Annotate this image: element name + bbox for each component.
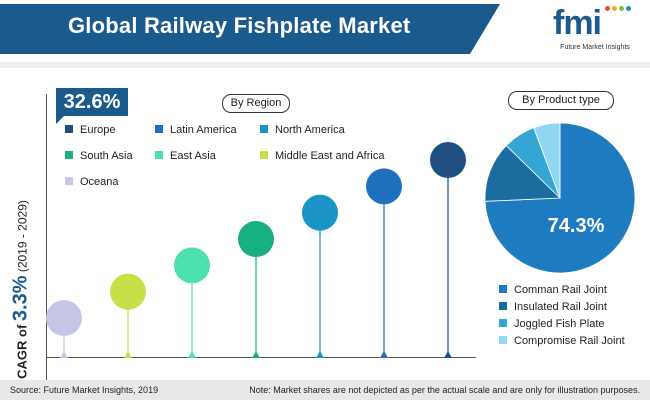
legend-item: East Asia xyxy=(155,150,216,162)
callout-pointer xyxy=(56,116,64,124)
legend-item: South Asia xyxy=(65,150,133,162)
region-bubble-europe xyxy=(430,142,466,178)
pie-legend-label: Compromise Rail Joint xyxy=(514,335,625,347)
region-panel: CAGR of 3.3% (2019 - 2029) 32.6% By Regi… xyxy=(0,68,480,380)
x-axis-line xyxy=(46,357,476,358)
legend-swatch xyxy=(65,125,73,133)
header: Global Railway Fishplate Market fmi Futu… xyxy=(0,0,650,62)
legend-swatch xyxy=(155,125,163,133)
bubble-base-marker xyxy=(124,351,132,358)
pie-legend-label: Comman Rail Joint xyxy=(514,284,607,296)
page-title: Global Railway Fishplate Market xyxy=(68,13,411,38)
pie-legend-item: Compromise Rail Joint xyxy=(499,335,625,347)
pie-legend-swatch xyxy=(499,319,507,327)
legend-swatch xyxy=(260,151,268,159)
legend-item: Oceana xyxy=(65,176,119,188)
region-bubble-south-asia xyxy=(238,221,274,257)
pie-legend-label: Joggled Fish Plate xyxy=(514,318,605,330)
pie-data-label: 74.3% xyxy=(548,215,605,237)
region-label: By Region xyxy=(222,94,290,113)
pie-legend-item: Insulated Rail Joint xyxy=(499,301,607,313)
legend-swatch xyxy=(260,125,268,133)
pie-legend-item: Joggled Fish Plate xyxy=(499,318,605,330)
pie-legend-swatch xyxy=(499,302,507,310)
bubble-base-marker xyxy=(60,351,68,358)
legend-item: Latin America xyxy=(155,124,237,136)
bubble-base-marker xyxy=(252,351,260,358)
legend-swatch xyxy=(65,177,73,185)
title-bar xyxy=(0,4,500,54)
pie-legend-swatch xyxy=(499,285,507,293)
legend-swatch xyxy=(65,151,73,159)
region-bubble-middle-east-and-africa xyxy=(110,273,146,310)
note-text: Note: Market shares are not depicted as … xyxy=(249,385,640,395)
y-axis-line xyxy=(46,94,47,380)
product-pie-chart: 74.3% xyxy=(484,122,636,274)
legend-label: Latin America xyxy=(170,124,237,136)
region-bubble-latin-america xyxy=(366,168,402,205)
pie-legend-item: Comman Rail Joint xyxy=(499,284,607,296)
bubble-base-marker xyxy=(380,351,388,358)
footer: Source: Future Market Insights, 2019 Not… xyxy=(0,380,650,400)
legend-label: Middle East and Africa xyxy=(275,150,385,162)
logo-text: fmi xyxy=(553,4,602,42)
legend-label: Europe xyxy=(80,124,116,136)
region-bubble-chart xyxy=(46,142,466,358)
legend-label: East Asia xyxy=(170,150,216,162)
pie-slice-comman-rail-joint xyxy=(484,122,636,274)
legend-label: Oceana xyxy=(80,176,119,188)
legend-item: North America xyxy=(260,124,345,136)
legend-label: South Asia xyxy=(80,150,133,162)
product-type-label: By Product type xyxy=(508,91,614,110)
highlight-callout: 32.6% xyxy=(56,88,128,116)
bubble-base-marker xyxy=(444,351,452,358)
source-text: Source: Future Market Insights, 2019 xyxy=(10,385,159,395)
logo-subtitle: Future Market Insights xyxy=(560,44,630,51)
pie-slice-insulated-rail-joint xyxy=(484,145,561,202)
pie-slice-compromise-rail-joint xyxy=(533,122,561,199)
region-bubble-north-america xyxy=(302,194,338,231)
legend-swatch xyxy=(155,151,163,159)
region-bubble-east-asia xyxy=(174,247,210,284)
bubble-base-marker xyxy=(316,351,324,358)
legend-label: North America xyxy=(275,124,345,136)
pie-legend-label: Insulated Rail Joint xyxy=(514,301,607,313)
fmi-logo: fmi Future Market Insights xyxy=(545,4,645,60)
bubble-base-marker xyxy=(188,351,196,358)
header-divider xyxy=(0,62,650,68)
legend-item: Middle East and Africa xyxy=(260,150,384,162)
pie-legend-swatch xyxy=(499,336,507,344)
region-bubble-oceana xyxy=(46,300,82,336)
legend-item: Europe xyxy=(65,124,115,136)
